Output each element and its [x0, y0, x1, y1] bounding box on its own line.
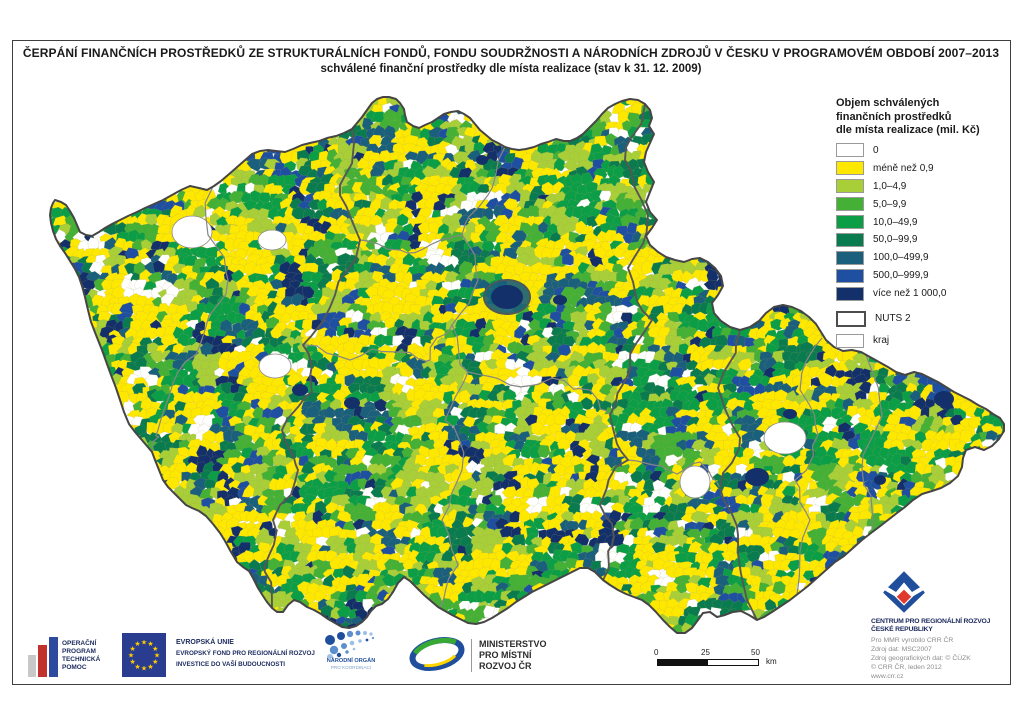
optp-logo-text: OPERAČNÍ PROGRAM TECHNICKÁ POMOC — [62, 640, 101, 671]
map-credits: Pro MMR vyrobilo CRR ČR Zdroj dat: MSC20… — [871, 636, 1011, 681]
eu-logo-text: EVROPSKÁ UNIE EVROPSKÝ FOND PRO REGIONÁL… — [176, 639, 315, 668]
crr-org-name: CENTRUM PRO REGIONÁLNÍ ROZVOJ ČESKÉ REPU… — [871, 618, 991, 633]
legend-swatch — [836, 268, 864, 283]
legend-item: 100,0–499,9 — [836, 249, 1011, 267]
svg-text:★: ★ — [141, 665, 147, 673]
legend-item: 0 — [836, 142, 1011, 160]
legend: Objem schválených finančních prostředků … — [836, 97, 1011, 352]
legend-swatch — [836, 250, 864, 265]
scalebar-segment-dark — [658, 660, 708, 665]
svg-text:★: ★ — [134, 640, 140, 648]
scale-bar — [657, 659, 759, 666]
optp-logo-icon — [28, 637, 58, 677]
credit-line: Zdroj geografických dat: © ČÚZK — [871, 655, 971, 662]
legend-items: 0 méně než 0,9 1,0–4,9 5,0–9,9 10,0–49,9 50,0… — [836, 142, 1011, 352]
title-block: ČERPÁNÍ FINANČNÍCH PROSTŘEDKŮ ZE STRUKTU… — [12, 46, 1010, 75]
legend-swatch — [836, 232, 864, 247]
legend-item: kraj — [836, 330, 1011, 352]
legend-item: 500,0–999,9 — [836, 267, 1011, 285]
legend-item: 1,0–4,9 — [836, 177, 1011, 195]
svg-text:★: ★ — [141, 639, 147, 647]
credit-line: Zdroj dat: MSC2007 — [871, 646, 932, 653]
page-subtitle: schválené finanční prostředky dle místa … — [320, 63, 702, 75]
crr-logo-icon — [883, 571, 925, 613]
legend-item: méně než 0,9 — [836, 159, 1011, 177]
legend-item: NUTS 2 — [836, 308, 1011, 330]
scalebar-segment-light — [708, 660, 758, 665]
svg-text:★: ★ — [147, 663, 153, 671]
legend-item: 5,0–9,9 — [836, 195, 1011, 213]
nok-logo-icon — [325, 630, 375, 658]
legend-swatch — [836, 215, 864, 229]
municipality-mosaic — [50, 97, 1004, 633]
credit-url: www.crr.cz — [871, 673, 904, 680]
mmr-divider — [471, 639, 472, 672]
legend-swatch — [836, 310, 866, 327]
legend-swatch — [836, 161, 864, 176]
legend-item: 10,0–49,9 — [836, 213, 1011, 231]
legend-swatch — [836, 179, 864, 194]
state-border — [49, 96, 1005, 634]
credit-line: © CRR ČR, leden 2012 — [871, 664, 942, 671]
page-title: ČERPÁNÍ FINANČNÍCH PROSTŘEDKŮ ZE STRUKTU… — [22, 46, 1000, 60]
mmr-logo-text: MINISTERSTVO PRO MÍSTNÍ ROZVOJ ČR — [479, 639, 547, 671]
legend-item: více než 1 000,0 — [836, 285, 1011, 303]
legend-item: 50,0–99,9 — [836, 231, 1011, 249]
nok-logo-text: NÁRODNÍ ORGÁN PRO KOORDINACI — [326, 658, 376, 670]
mmr-logo-icon — [409, 637, 465, 671]
eu-flag-icon: ★ ★★★★★★★★★★★ — [122, 633, 166, 677]
legend-swatch — [836, 197, 864, 212]
legend-swatch — [836, 333, 864, 348]
legend-swatch — [836, 143, 864, 158]
legend-title: Objem schválených finančních prostředků … — [836, 97, 980, 136]
legend-swatch — [836, 286, 864, 301]
credit-line: Pro MMR vyrobilo CRR ČR — [871, 637, 954, 644]
scalebar-unit: km — [766, 657, 777, 666]
